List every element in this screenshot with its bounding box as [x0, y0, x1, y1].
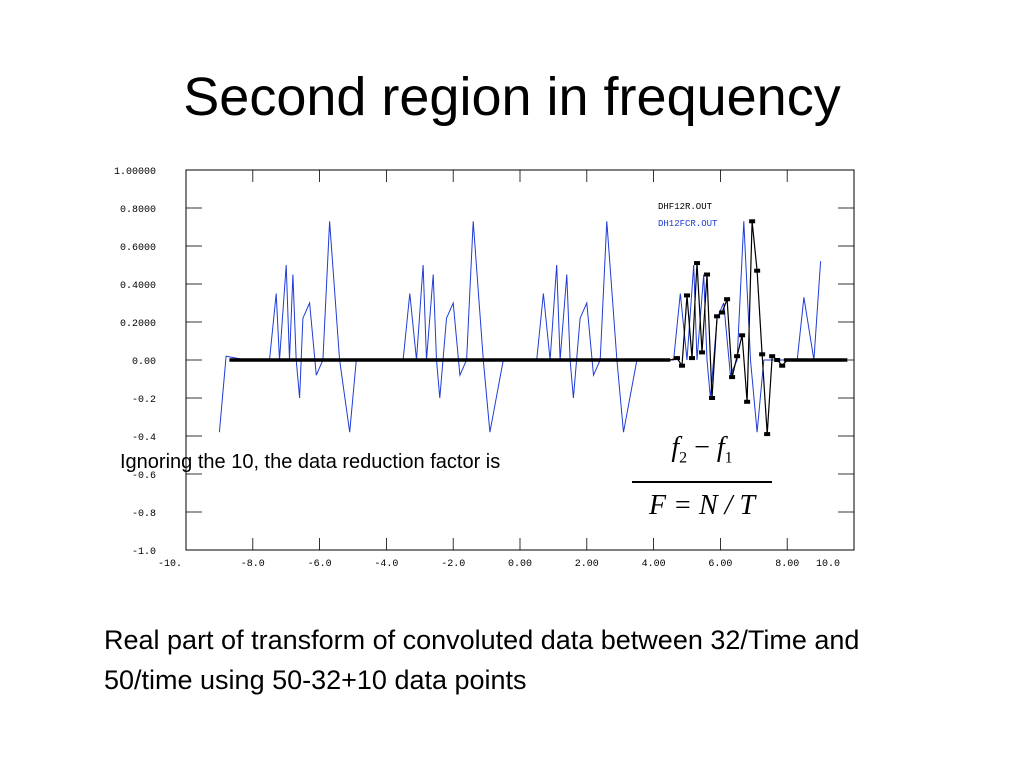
series-point-dh12fcr [724, 297, 731, 302]
x-tick-label: 10.0 [816, 559, 840, 570]
legend-entry-dhf12r: DHF12R.OUT [658, 202, 713, 212]
x-tick-label: -6.0 [308, 559, 332, 570]
series-point-dh12fcr [719, 310, 726, 315]
series-point-dh12fcr [749, 219, 756, 224]
series-layer [218, 219, 848, 437]
slide-title: Second region in frequency [183, 67, 841, 127]
x-tick-label: -10. [158, 559, 182, 570]
series-point-dh12fcr [739, 333, 746, 338]
y-tick-label: 0.00 [132, 357, 156, 368]
y-tick-label: -1.0 [132, 547, 156, 558]
series-point-dh12fcr [673, 356, 680, 361]
series-point-dh12fcr [684, 293, 690, 298]
y-tick-label: -0.4 [132, 433, 156, 444]
series-point-dh12fcr [754, 268, 761, 273]
series-point-dh12fcr [744, 399, 751, 404]
series-point-dh12fcr [774, 358, 781, 362]
minus-sign: − [694, 432, 710, 463]
x-tick-labels: -10. -8.0 -6.0 -4.0 -2.0 0.00 2.00 4.00 6.00 8.00… [158, 559, 840, 570]
series-point-dh12fcr [704, 272, 711, 277]
series-point-dh12fcr [678, 363, 685, 368]
y-tick-label: -0.6 [132, 471, 156, 482]
series-point-dh12fcr [694, 261, 701, 266]
x-tick-label: 0.00 [508, 559, 532, 570]
y-tick-label: 0.4000 [120, 281, 156, 292]
x-tick-label: -2.0 [441, 559, 465, 570]
fraction-bar [632, 480, 772, 483]
series-point-dh12fcr [729, 375, 736, 380]
y-tick-labels: 1.00000 0.8000 0.6000 0.4000 0.2000 0.00 -0.2 -… [114, 167, 156, 558]
legend: DHF12R.OUT DH12FCR.OUT [658, 202, 718, 229]
formula-denominator: F = N / T [648, 489, 756, 521]
series-point-dh12fcr [759, 352, 766, 357]
y-tick-label: -0.8 [132, 509, 156, 520]
legend-entry-dh12fcr: DH12FCR.OUT [658, 219, 718, 229]
y-tick-label: 1.00000 [114, 167, 156, 178]
series-point-dh12fcr [709, 396, 716, 400]
numerator-a-sub: 2 [679, 449, 688, 467]
frequency-plot: 1.00000 0.8000 0.6000 0.4000 0.2000 0.00 -0.2 -… [114, 167, 855, 570]
numerator-b-sub: 1 [724, 449, 733, 467]
x-tick-label: 4.00 [642, 559, 666, 570]
series-point-dh12fcr [734, 354, 741, 359]
x-tick-label: -8.0 [241, 559, 265, 570]
x-tick-label: 6.00 [708, 559, 732, 570]
series-point-dh12fcr [764, 432, 771, 437]
series-point-dh12fcr [779, 363, 786, 368]
x-tick-label: 8.00 [775, 559, 799, 570]
reduction-formula: f2 − f1 F = N / T [632, 430, 772, 523]
y-tick-label: -0.2 [132, 395, 156, 406]
y-tick-label: 0.6000 [120, 243, 156, 254]
reduction-note: Ignoring the 10, the data reduction fact… [120, 451, 501, 473]
y-tick-label: 0.2000 [120, 319, 156, 330]
numerator-b: f [716, 432, 725, 463]
series-point-dh12fcr [714, 314, 721, 319]
slide-caption: Real part of transform of convoluted dat… [104, 625, 860, 695]
series-point-dh12fcr [699, 350, 706, 355]
y-tick-label: 0.8000 [120, 205, 156, 216]
formula-numerator: f2 − f1 [632, 430, 772, 477]
series-line-dhf12r [218, 221, 822, 433]
series-point-dh12fcr [689, 356, 696, 361]
numerator-a: f [671, 432, 680, 463]
series-point-dh12fcr [769, 354, 776, 359]
x-tick-label: -4.0 [374, 559, 398, 570]
x-tick-label: 2.00 [575, 559, 599, 570]
